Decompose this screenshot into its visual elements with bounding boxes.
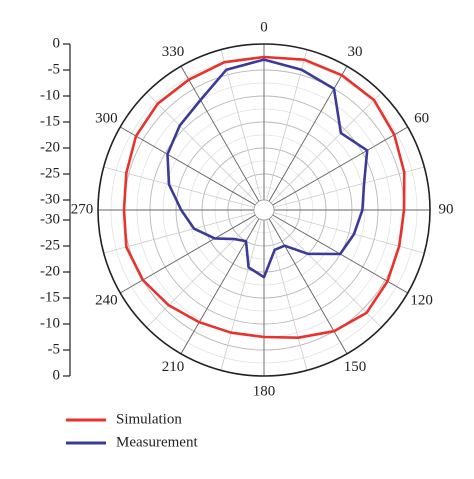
angle-label: 210 xyxy=(162,359,185,375)
r-tick-label: -30 xyxy=(40,211,60,227)
legend-label: Measurement xyxy=(116,434,198,450)
angle-label: 0 xyxy=(260,19,268,35)
minor-spoke xyxy=(266,219,308,371)
minor-spoke xyxy=(146,92,258,204)
angle-label: 180 xyxy=(253,383,276,399)
minor-spoke xyxy=(103,212,255,254)
minor-spoke xyxy=(273,166,425,208)
minor-spoke xyxy=(220,49,262,201)
series-line xyxy=(122,55,406,339)
angle-label: 240 xyxy=(95,292,118,308)
r-tick-label: -20 xyxy=(40,139,60,155)
angle-label: 90 xyxy=(439,201,454,217)
r-tick-label: -15 xyxy=(40,113,60,129)
angle-label: 300 xyxy=(95,110,118,126)
angle-label: 150 xyxy=(344,359,367,375)
angle-label: 60 xyxy=(414,110,429,126)
angle-label: 120 xyxy=(410,292,433,308)
minor-spoke xyxy=(270,216,382,328)
r-tick-label: -15 xyxy=(40,289,60,305)
r-tick-label: -10 xyxy=(40,315,60,331)
r-tick-label: -25 xyxy=(40,165,60,181)
spoke xyxy=(180,66,260,202)
minor-spoke xyxy=(270,92,382,204)
angle-label: 30 xyxy=(348,44,363,60)
minor-spoke xyxy=(266,49,308,201)
angle-label: 270 xyxy=(71,201,94,217)
r-tick-label: 0 xyxy=(53,367,61,383)
center-hole xyxy=(253,199,275,221)
spoke xyxy=(272,126,408,206)
minor-spoke xyxy=(220,219,262,371)
minor-spoke xyxy=(103,166,255,208)
series-line xyxy=(166,58,369,279)
angle-label: 330 xyxy=(162,44,185,60)
r-tick-label: -5 xyxy=(48,61,61,77)
minor-spoke xyxy=(146,216,258,328)
spoke xyxy=(120,126,256,206)
outer-ring xyxy=(97,43,431,377)
r-tick-label: -5 xyxy=(48,341,61,357)
r-tick-label: -10 xyxy=(40,87,60,103)
r-tick-label: -30 xyxy=(40,191,60,207)
r-tick-label: -25 xyxy=(40,237,60,253)
r-tick-label: 0 xyxy=(53,35,61,51)
r-tick-label: -20 xyxy=(40,263,60,279)
legend-label: Simulation xyxy=(116,411,182,427)
